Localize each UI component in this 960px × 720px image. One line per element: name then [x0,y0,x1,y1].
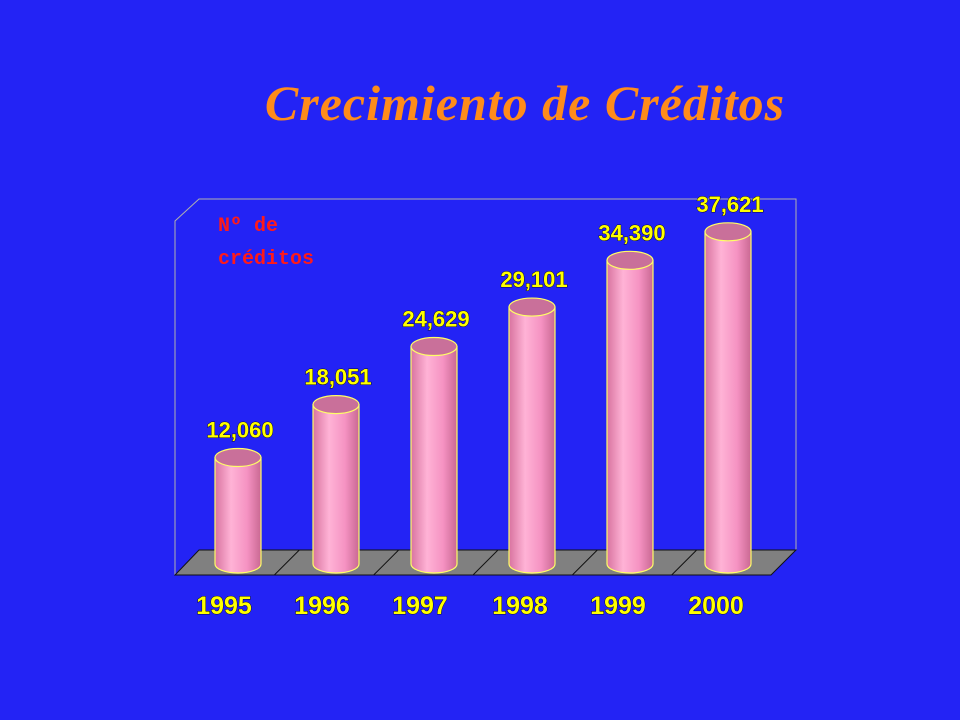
category-label: 1998 [492,592,548,620]
y-axis-label-line2: créditos [218,248,314,271]
bar-body [214,456,262,574]
bar-body [312,404,360,574]
bar-top [508,297,556,317]
floor-divider [472,549,499,576]
value-label: 29,101 [500,267,567,292]
bar-1997 [410,336,458,574]
bar-body [508,306,556,574]
floor-divider [273,549,300,576]
bar-1995 [214,447,262,574]
chart-title: Crecimiento de Créditos [264,75,786,131]
bar-1996 [312,395,360,574]
category-label: 1997 [392,592,448,620]
category-label: 1999 [590,592,646,620]
value-label: 12,060 [206,418,273,443]
bar-2000 [704,222,752,574]
bar-top [606,250,654,270]
y-axis-label-line1: Nº de [218,215,278,238]
bar-top [704,222,752,242]
category-label: 1995 [196,592,252,620]
bar-top [214,447,262,468]
bar-1998 [508,297,556,574]
floor-divider [671,549,698,576]
bar-top [410,336,458,357]
bar-body [410,345,458,574]
floor-dividers [273,549,698,576]
plot-frame [174,198,797,575]
value-label: 37,621 [696,192,763,217]
bars-group [214,222,752,574]
value-label: 24,629 [402,307,469,332]
value-labels-group: 12,060 18,051 24,629 29,101 34,390 37,621 [206,191,764,443]
bar-1999 [606,250,654,574]
category-labels-group: 1995 1996 1997 1998 1999 2000 [196,592,744,621]
category-label: 2000 [688,592,744,620]
category-label: 1996 [294,592,350,620]
value-label: 34,390 [598,220,665,245]
floor-divider [373,549,400,576]
bar-body [606,259,654,574]
floor-divider [571,549,598,576]
bar-top [312,395,360,415]
value-label: 18,051 [304,365,371,390]
bar-body [704,231,752,574]
